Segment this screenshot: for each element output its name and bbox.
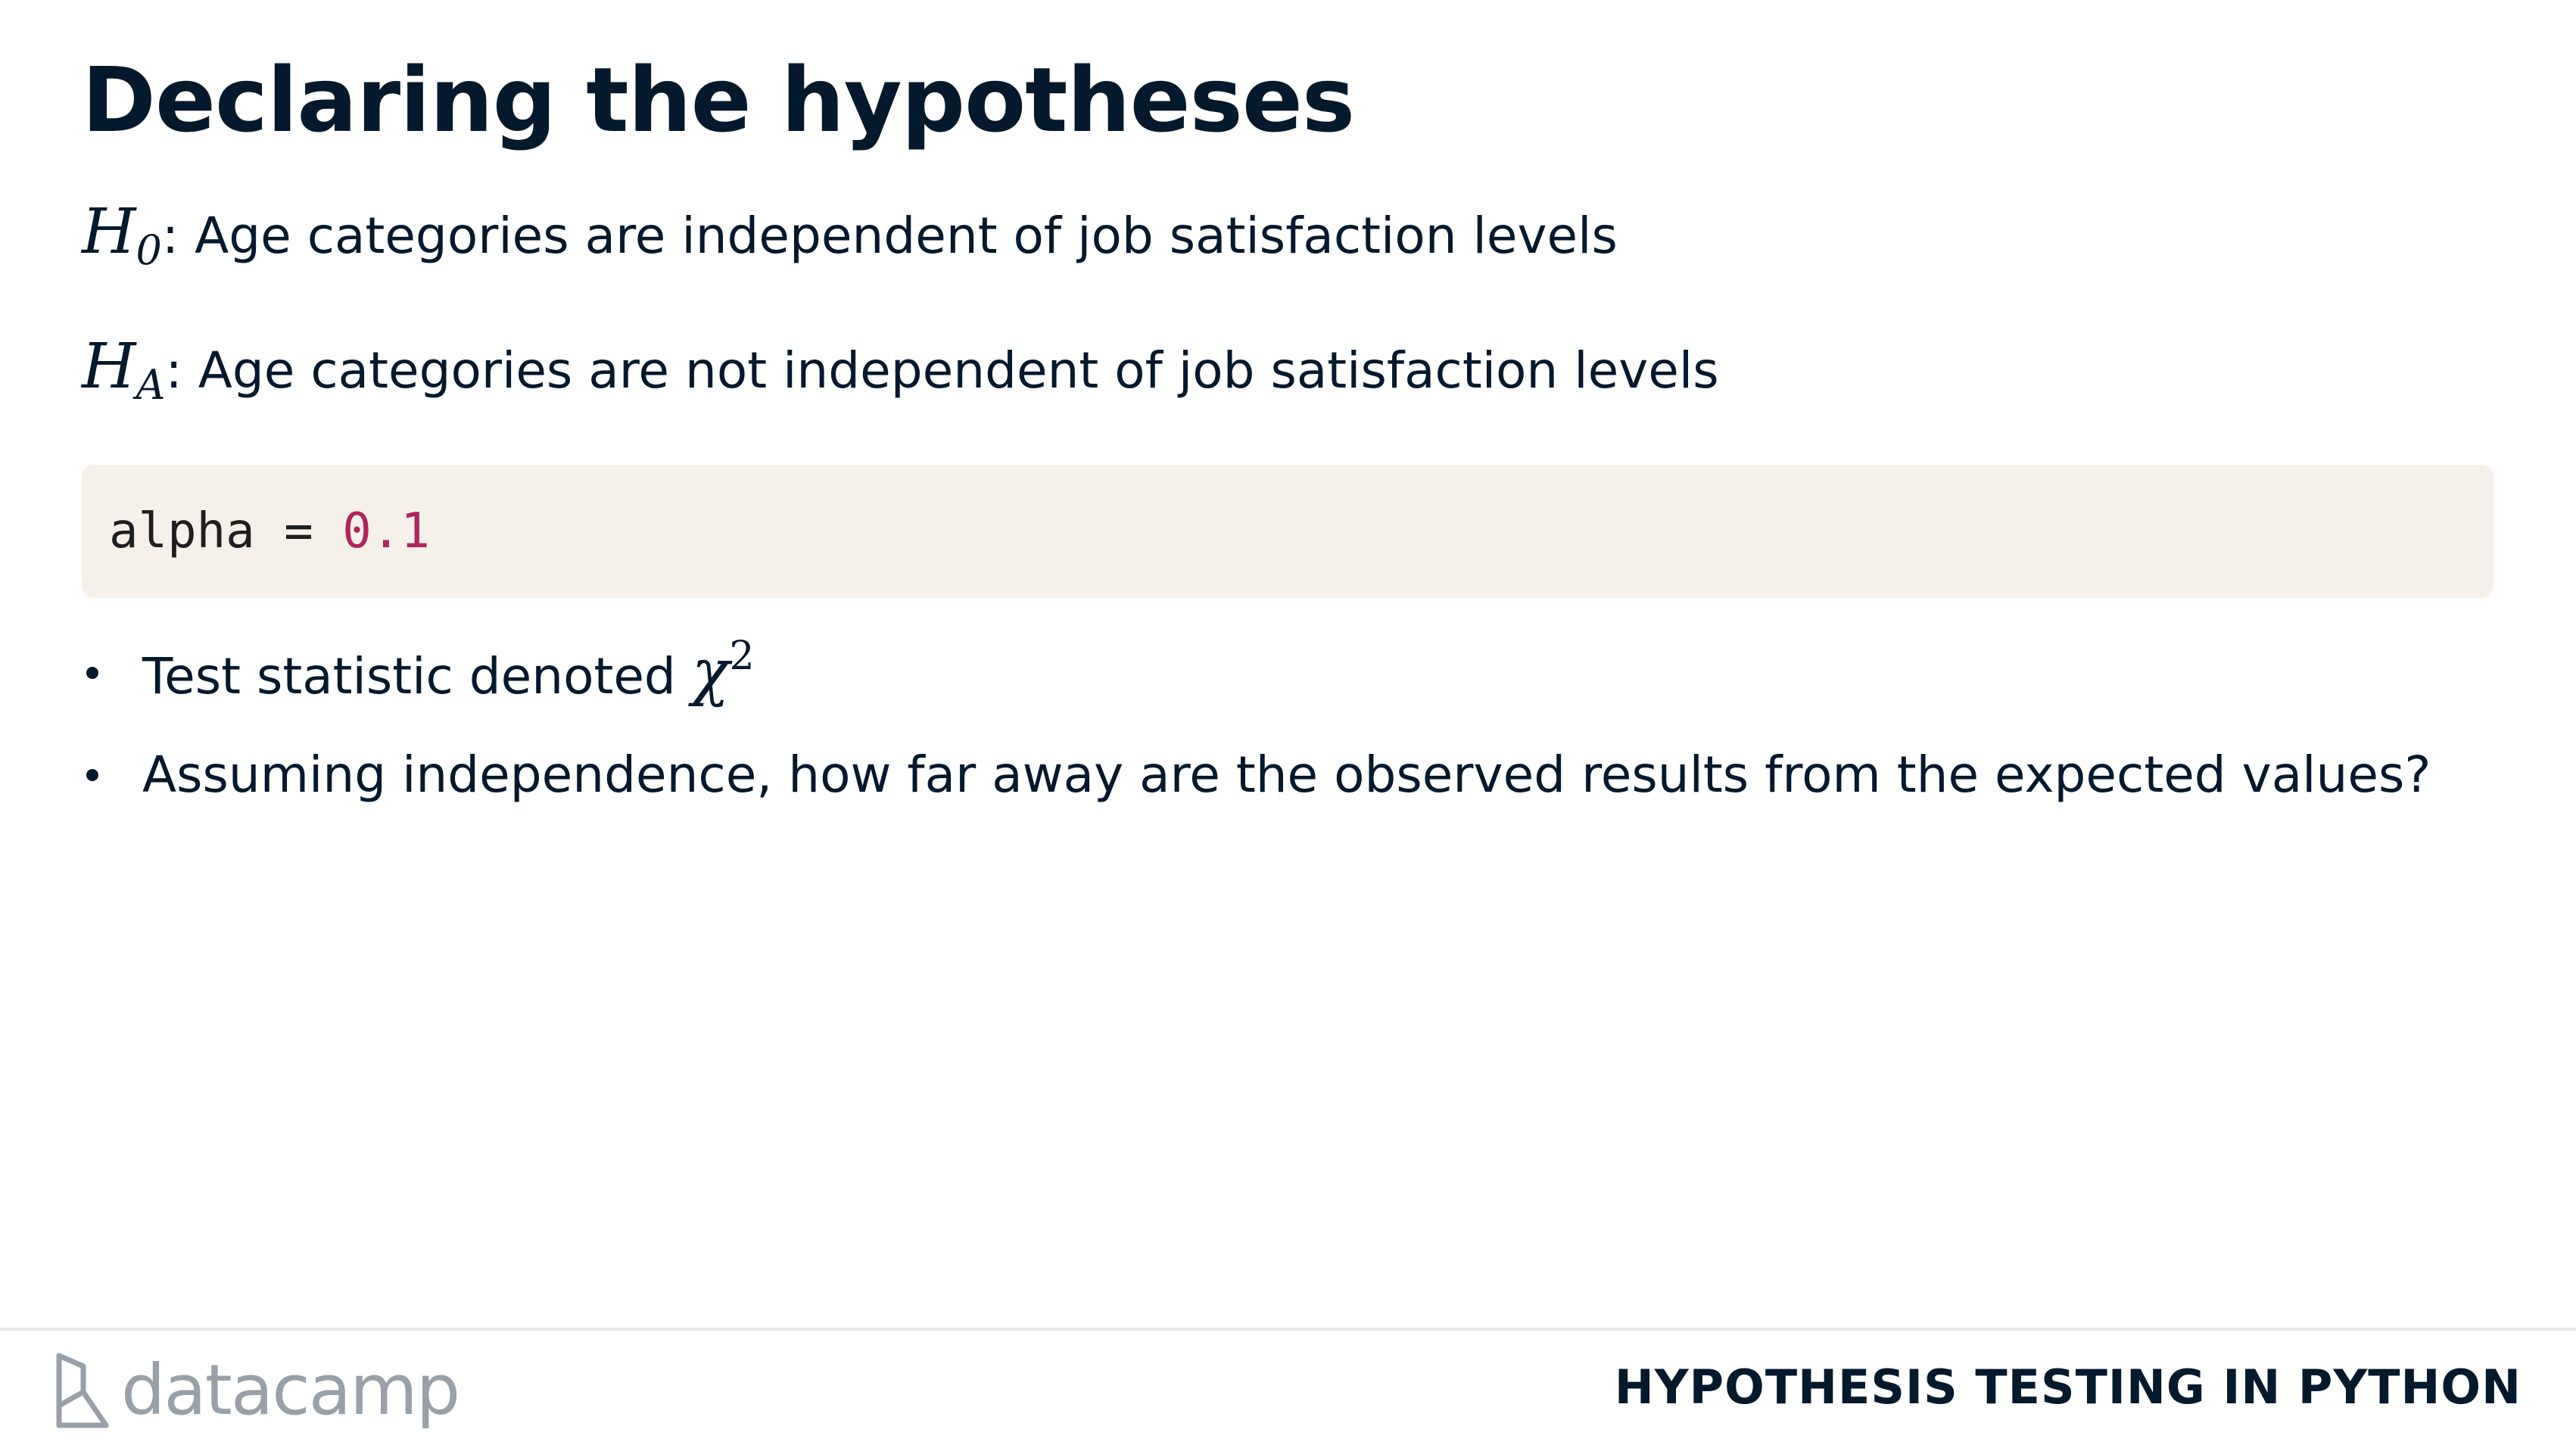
logo-wordmark: datacamp xyxy=(121,1350,460,1431)
bullet-item-independence-question: Assuming independence, how far away are … xyxy=(82,745,2431,805)
code-operator: = xyxy=(254,503,343,559)
bullet-item-test-statistic: Test statistic denoted χ2 xyxy=(82,636,2431,710)
footer-divider xyxy=(0,1328,2576,1331)
slide-title: Declaring the hypotheses xyxy=(82,48,1355,152)
bullet-text: Test statistic denoted xyxy=(142,647,692,705)
code-variable: alpha xyxy=(109,503,255,559)
bullet-list: Test statistic denoted χ2 Assuming indep… xyxy=(82,636,2431,805)
bullet-icon xyxy=(86,667,98,680)
null-hypothesis: H0: Age categories are independent of jo… xyxy=(82,195,1618,275)
chi-squared-symbol: χ2 xyxy=(691,633,755,708)
alternative-hypothesis-text: : Age categories are not independent of … xyxy=(165,341,1719,400)
datacamp-logo-icon xyxy=(56,1353,109,1428)
alternative-hypothesis-symbol: HA xyxy=(82,331,166,409)
bullet-text: Assuming independence, how far away are … xyxy=(142,746,2431,805)
course-title: HYPOTHESIS TESTING IN PYTHON xyxy=(1614,1359,2521,1415)
code-line: alpha = 0.1 xyxy=(109,503,430,559)
null-hypothesis-text: : Age categories are independent of job … xyxy=(161,207,1618,265)
null-hypothesis-symbol: H0 xyxy=(82,196,162,275)
alternative-hypothesis: HA: Age categories are not independent o… xyxy=(82,330,1719,409)
datacamp-logo: datacamp xyxy=(53,1349,460,1432)
code-block: alpha = 0.1 xyxy=(82,465,2493,598)
bullet-icon xyxy=(86,768,98,781)
code-value: 0.1 xyxy=(342,503,430,559)
